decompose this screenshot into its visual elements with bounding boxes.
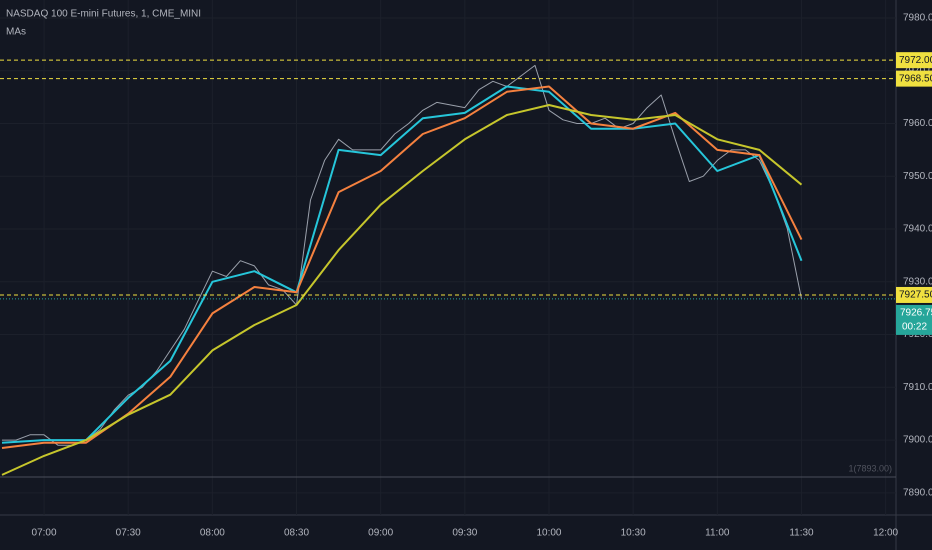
x-tick-label: 12:00 [873, 528, 898, 539]
plot: 1(7893.00) [0, 59, 896, 478]
axes: 7890.007900.007910.007920.007930.007940.… [32, 13, 932, 539]
y-tick-label: 7940.00 [903, 224, 932, 235]
x-tick-label: 09:30 [452, 528, 477, 539]
level-label: 7972.00 [899, 55, 932, 66]
level-tag [896, 286, 932, 303]
x-tick-label: 11:00 [705, 528, 730, 539]
last-price-tag [896, 304, 932, 335]
level-tag [896, 70, 932, 87]
countdown: 00:22 [902, 322, 927, 333]
grid [0, 0, 896, 515]
y-tick-label: 7910.00 [903, 382, 932, 393]
x-tick-label: 07:30 [116, 528, 141, 539]
x-tick-label: 09:00 [368, 528, 393, 539]
y-tick-label: 7980.00 [903, 13, 932, 24]
y-tick-label: 7950.00 [903, 171, 932, 182]
x-tick-label: 08:30 [284, 528, 309, 539]
moving-average [1, 85, 803, 444]
x-tick-label: 08:00 [200, 528, 225, 539]
level-label: 7927.50 [899, 290, 932, 301]
last-price-label: 7926.75 [900, 308, 932, 319]
x-tick-label: 10:30 [621, 528, 646, 539]
level-tag [896, 52, 932, 69]
marker-label: 1(7893.00) [848, 463, 892, 473]
y-tick-label: 7930.00 [903, 276, 932, 287]
chart-title: NASDAQ 100 E-mini Futures, 1, CME_MINI [6, 9, 201, 20]
y-tick-label: 7960.00 [903, 118, 932, 129]
chart-subtitle: MAs [6, 27, 26, 38]
level-label: 7968.50 [899, 73, 932, 84]
x-tick-label: 11:30 [789, 528, 814, 539]
y-tick-label: 7900.00 [903, 435, 932, 446]
x-tick-label: 10:00 [536, 528, 561, 539]
moving-average [1, 104, 803, 476]
x-tick-label: 07:00 [32, 528, 57, 539]
y-tick-label: 7890.00 [903, 487, 932, 498]
